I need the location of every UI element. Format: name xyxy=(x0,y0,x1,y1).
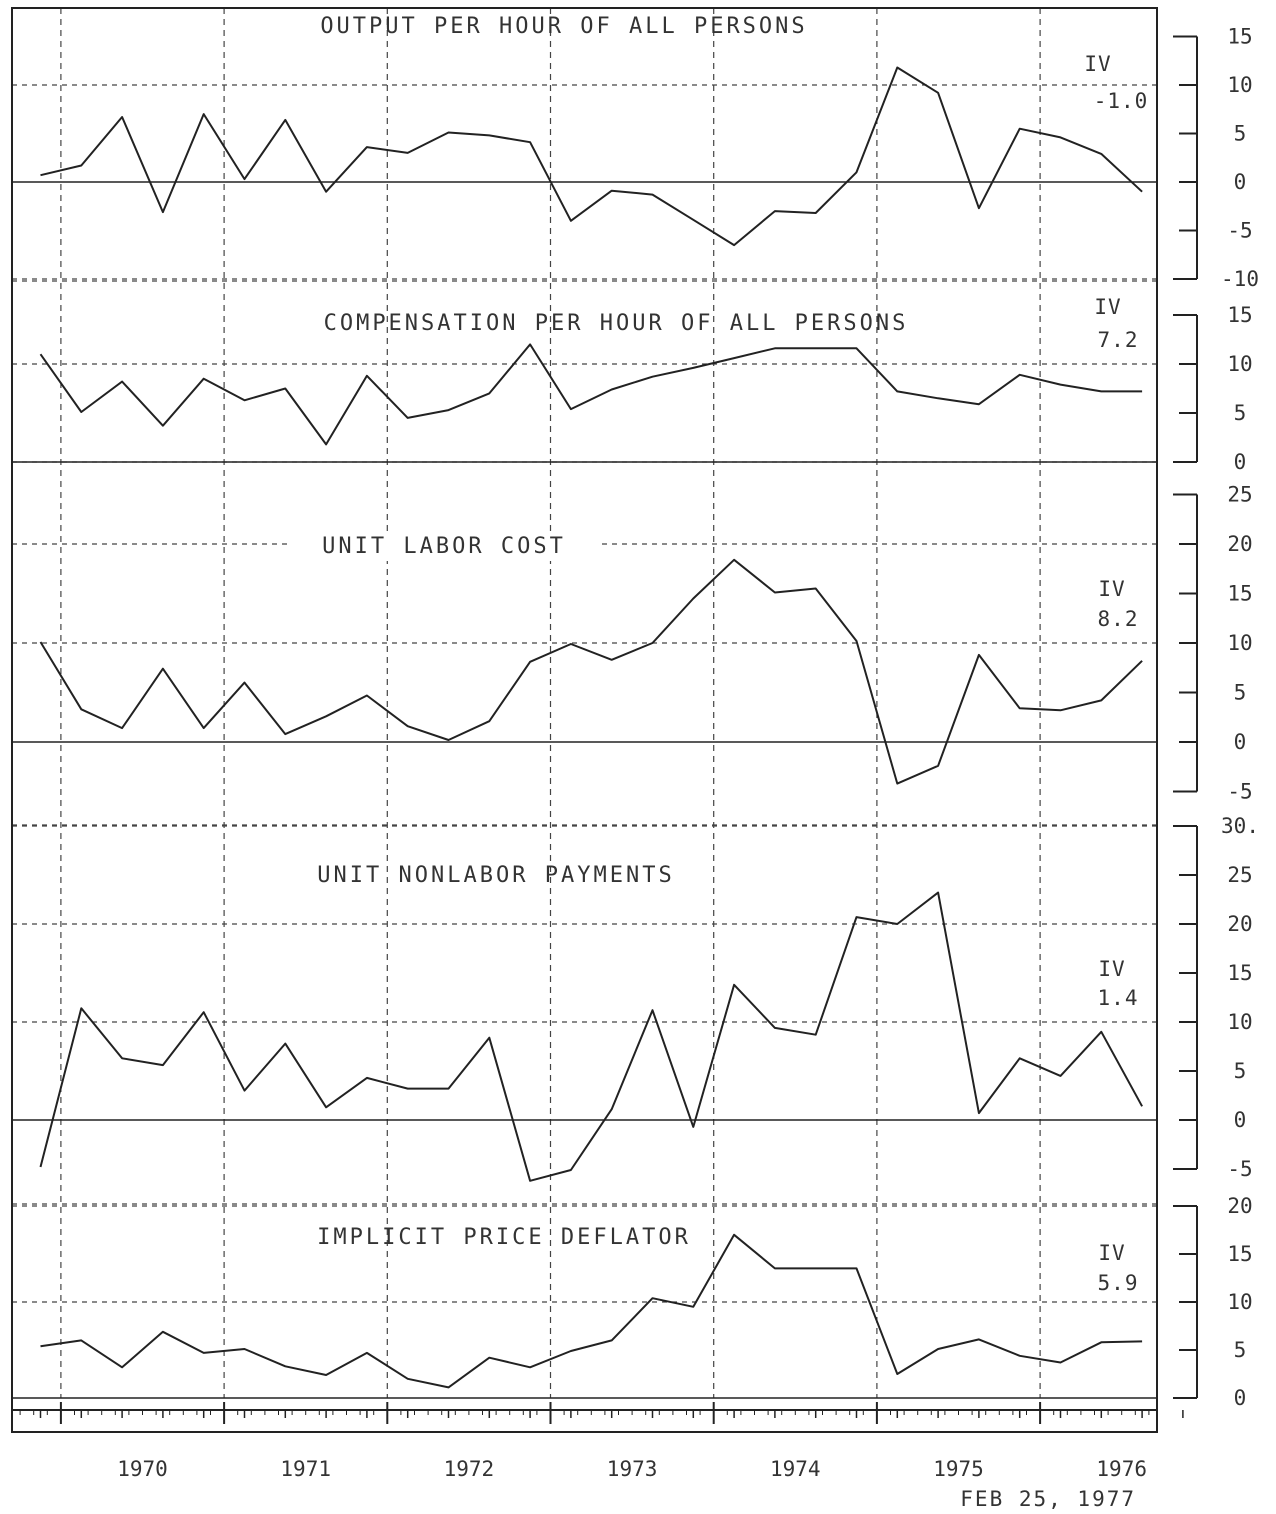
grid-layer xyxy=(12,8,1157,1399)
value-tick-label: 20 xyxy=(1227,1194,1252,1218)
year-label: 1972 xyxy=(444,1457,495,1481)
value-tick-label: 10 xyxy=(1227,1290,1252,1314)
axes-layer xyxy=(11,7,1198,1433)
value-tick-label: 25 xyxy=(1227,863,1252,887)
value-tick-label: 5 xyxy=(1234,401,1247,425)
value-tick-label: 15 xyxy=(1227,303,1252,327)
last-value-label: 5.9 xyxy=(1098,1271,1139,1295)
year-label: 1970 xyxy=(117,1457,168,1481)
value-tick-label: 25 xyxy=(1227,483,1252,507)
value-tick-label: 10 xyxy=(1227,631,1252,655)
value-tick-label: 10 xyxy=(1227,73,1252,97)
last-quarter-label: IV xyxy=(1098,577,1125,601)
text-layer: 1970 1971 1972 1973 1974 1975 1976 -10 -5 0 5 10 15 O… xyxy=(117,14,1259,1481)
panel-title: UNIT NONLABOR PAYMENTS xyxy=(317,863,674,888)
value-tick-label: 5 xyxy=(1234,1338,1247,1362)
value-tick-label: 20 xyxy=(1227,532,1252,556)
year-label: 1975 xyxy=(933,1457,984,1481)
series-line-2 xyxy=(39,343,1143,446)
year-label: 1971 xyxy=(280,1457,331,1481)
value-tick-label: -10 xyxy=(1221,267,1259,291)
series-line-3 xyxy=(39,558,1143,785)
panel-title-background xyxy=(288,533,600,561)
value-tick-label: -5 xyxy=(1227,1157,1252,1181)
value-tick-label: 15 xyxy=(1227,1242,1252,1266)
value-tick-label: 10 xyxy=(1227,1010,1252,1034)
value-tick-label: 5 xyxy=(1234,681,1247,705)
footer-date: FEB 25, 1977 xyxy=(960,1487,1136,1511)
last-quarter-label: IV xyxy=(1098,957,1125,981)
value-tick-label: 0 xyxy=(1234,170,1247,194)
value-tick-label: 15 xyxy=(1227,25,1252,49)
last-value-label: 1.4 xyxy=(1098,986,1139,1010)
last-value-label: 8.2 xyxy=(1098,607,1139,631)
value-tick-label: 15 xyxy=(1227,961,1252,985)
year-label: 1976 xyxy=(1096,1457,1147,1481)
last-quarter-label: IV xyxy=(1098,1241,1125,1265)
value-tick-label: 30. xyxy=(1221,814,1259,838)
value-tick-label: 0 xyxy=(1234,1386,1247,1410)
year-label: 1974 xyxy=(770,1457,821,1481)
value-tick-label: -5 xyxy=(1227,780,1252,804)
series-line-5 xyxy=(40,1233,1143,1389)
value-tick-label: 5 xyxy=(1234,122,1247,146)
panel-title: OUTPUT PER HOUR OF ALL PERSONS xyxy=(320,14,807,39)
panel-title: IMPLICIT PRICE DEFLATOR xyxy=(317,1225,691,1250)
value-tick-label: 15 xyxy=(1227,582,1252,606)
value-tick-label: 0 xyxy=(1234,730,1247,754)
value-tick-label: 0 xyxy=(1234,1108,1247,1132)
last-quarter-label: IV xyxy=(1084,52,1111,76)
plot-frame xyxy=(11,7,1158,1433)
value-tick-label: -5 xyxy=(1227,219,1252,243)
last-value-label: 7.2 xyxy=(1098,328,1139,352)
series-line-4 xyxy=(39,891,1143,1182)
series-layer xyxy=(39,66,1143,1389)
panel-title: UNIT LABOR COST xyxy=(322,534,566,559)
panel-title: COMPENSATION PER HOUR OF ALL PERSONS xyxy=(324,311,909,336)
value-tick-label: 0 xyxy=(1234,450,1247,474)
value-tick-label: 5 xyxy=(1234,1059,1247,1083)
last-value-label: -1.0 xyxy=(1094,89,1149,113)
value-tick-label: 10 xyxy=(1227,352,1252,376)
value-tick-label: 20 xyxy=(1227,912,1252,936)
last-quarter-label: IV xyxy=(1094,295,1121,319)
series-line-1 xyxy=(40,66,1143,247)
year-label: 1973 xyxy=(607,1457,658,1481)
